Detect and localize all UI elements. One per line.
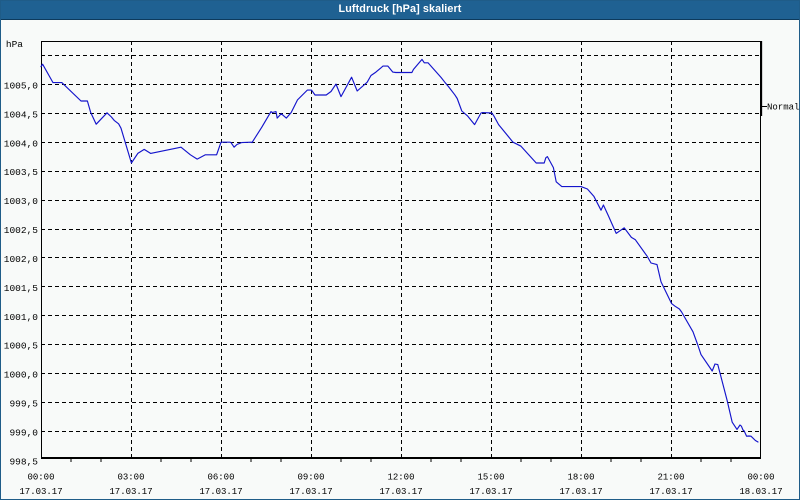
svg-text:17.03.17: 17.03.17 xyxy=(559,487,602,497)
svg-text:999,5: 999,5 xyxy=(9,399,38,410)
svg-text:18:00: 18:00 xyxy=(567,473,594,483)
svg-text:1003,5: 1003,5 xyxy=(4,167,39,178)
svg-text:1001,0: 1001,0 xyxy=(4,312,39,323)
svg-text:17.03.17: 17.03.17 xyxy=(109,487,152,497)
svg-text:17.03.17: 17.03.17 xyxy=(379,487,422,497)
svg-text:03:00: 03:00 xyxy=(117,473,144,483)
svg-text:1000,0: 1000,0 xyxy=(4,370,39,381)
svg-text:998,5: 998,5 xyxy=(9,456,38,467)
svg-text:15:00: 15:00 xyxy=(477,473,504,483)
svg-text:1001,5: 1001,5 xyxy=(4,283,39,294)
svg-text:21:00: 21:00 xyxy=(657,473,684,483)
svg-text:17.03.17: 17.03.17 xyxy=(199,487,242,497)
svg-text:Normal: Normal xyxy=(767,103,799,113)
svg-text:1000,5: 1000,5 xyxy=(4,341,39,352)
svg-text:17.03.17: 17.03.17 xyxy=(289,487,332,497)
svg-text:12:00: 12:00 xyxy=(387,473,414,483)
svg-text:hPa: hPa xyxy=(6,39,23,50)
svg-text:00:00: 00:00 xyxy=(747,473,774,483)
svg-text:18.03.17: 18.03.17 xyxy=(739,487,782,497)
svg-text:1004,5: 1004,5 xyxy=(4,109,39,120)
svg-text:1003,0: 1003,0 xyxy=(4,196,39,207)
svg-text:1002,0: 1002,0 xyxy=(4,254,39,265)
svg-text:17.03.17: 17.03.17 xyxy=(19,487,62,497)
svg-text:17.03.17: 17.03.17 xyxy=(649,487,692,497)
svg-text:1004,0: 1004,0 xyxy=(4,138,39,149)
svg-text:1002,5: 1002,5 xyxy=(4,225,39,236)
svg-text:999,0: 999,0 xyxy=(9,427,38,438)
svg-text:1005,0: 1005,0 xyxy=(4,81,39,92)
svg-text:17.03.17: 17.03.17 xyxy=(469,487,512,497)
svg-text:06:00: 06:00 xyxy=(207,473,234,483)
svg-text:00:00: 00:00 xyxy=(27,473,54,483)
svg-text:09:00: 09:00 xyxy=(297,473,324,483)
